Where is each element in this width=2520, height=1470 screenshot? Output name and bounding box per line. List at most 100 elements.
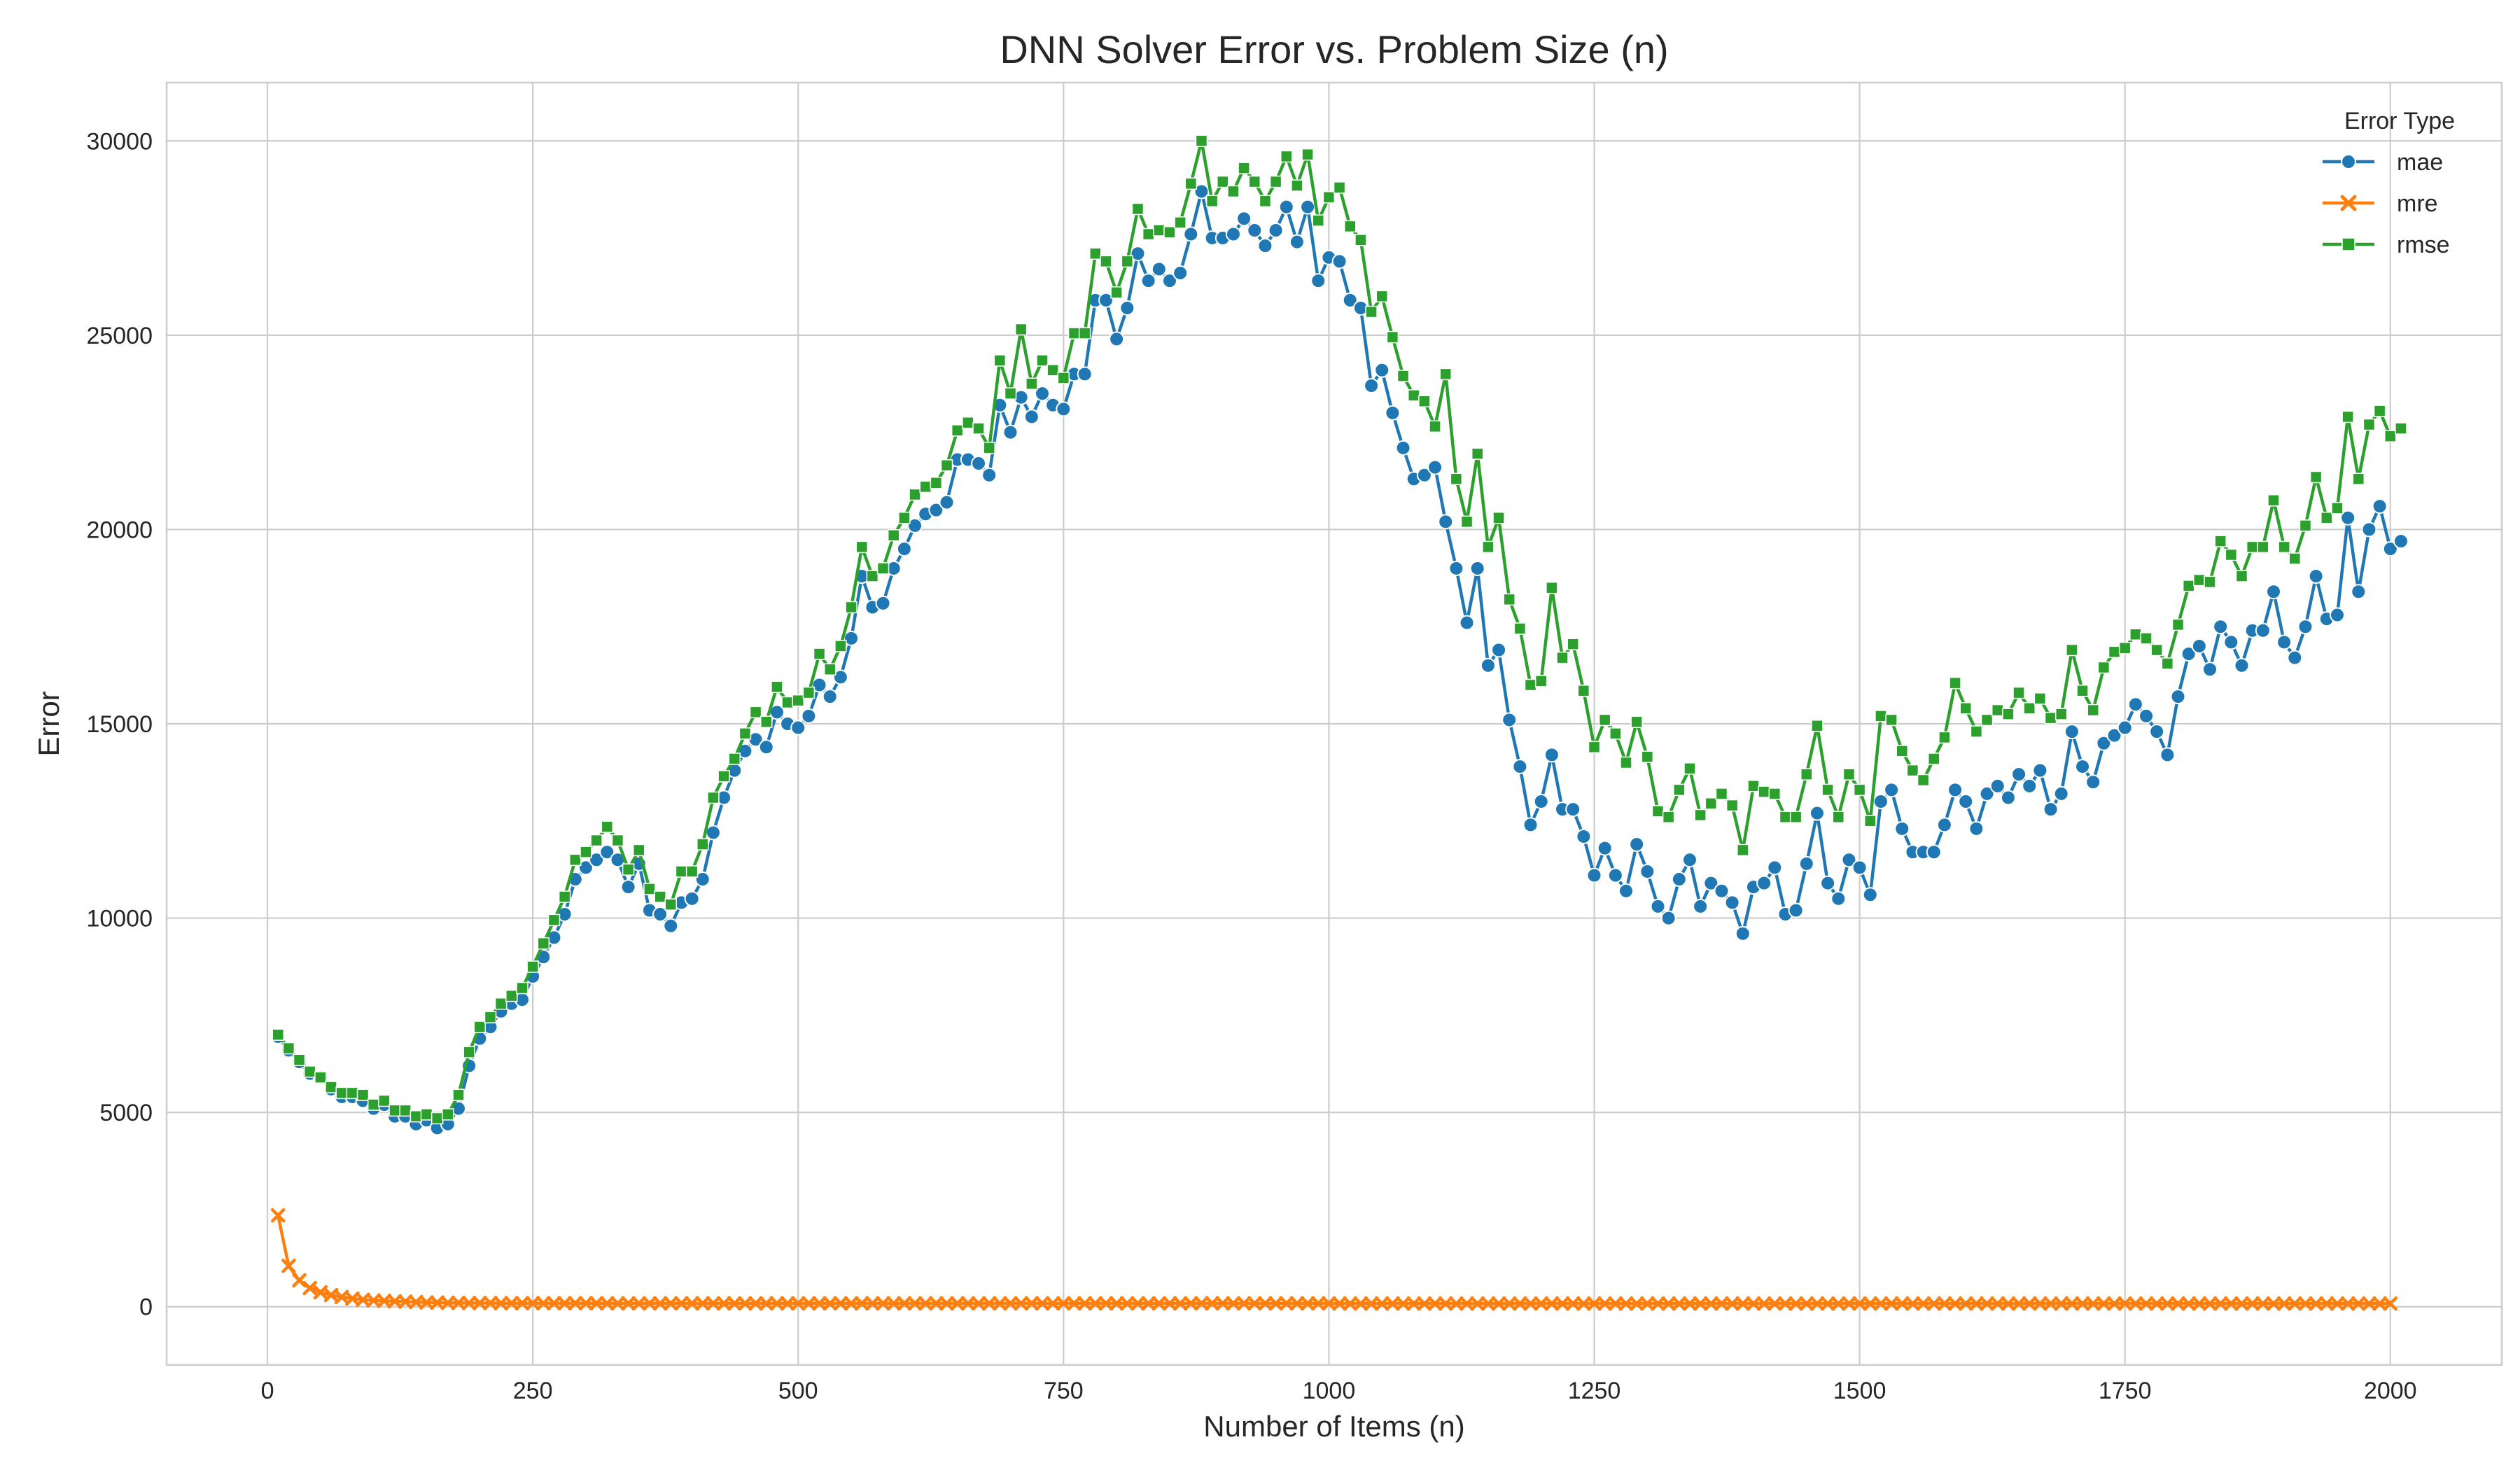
data-point-mre [939,1296,954,1311]
data-point-mre [281,1259,296,1273]
data-point-rmse [590,834,603,847]
data-point-rmse [951,424,964,437]
data-point-rmse [1184,177,1198,190]
data-point-mae [2085,774,2101,790]
data-point-rmse [2097,661,2110,674]
data-point-rmse [1768,788,1782,800]
data-point-mre [1768,1296,1782,1311]
data-point-mre [578,1296,594,1310]
data-point-mae [2022,778,2038,794]
data-point-mre [1969,1296,1984,1311]
data-point-mae [1502,712,1518,728]
data-point-mae [1098,292,1114,308]
data-point-mae [2255,622,2271,638]
data-point-mre [790,1296,806,1311]
data-point-rmse [1396,370,1410,382]
data-point-mae [907,517,923,533]
data-point-rmse [569,853,582,867]
data-point-rmse [484,1011,497,1023]
data-point-mre [2085,1296,2101,1311]
data-point-rmse [1853,783,1866,797]
data-point-rmse [1046,364,1059,377]
data-point-mae [1714,883,1730,899]
data-point-rmse [1301,148,1314,161]
data-point-mae [2202,662,2218,678]
data-point-mre [2234,1296,2249,1311]
data-point-mre [652,1296,668,1311]
data-point-mae [2297,619,2314,635]
data-point-rmse [1842,768,1856,780]
data-point-mre [759,1296,774,1311]
data-point-rmse [2033,692,2047,705]
data-point-mre [2064,1296,2080,1311]
data-point-rmse [356,1088,370,1101]
data-point-mre [536,1296,551,1310]
data-point-mre [1311,1296,1326,1311]
data-point-mre [1141,1296,1156,1311]
data-point-rmse [823,663,836,676]
data-point-rmse [463,1046,475,1058]
data-point-mre [621,1296,636,1311]
data-point-mre [1024,1296,1040,1311]
data-point-mre [1565,1296,1581,1311]
data-point-mae [2223,634,2239,650]
data-point-rmse [792,694,804,707]
data-point-mae [705,825,721,841]
data-point-mae [2064,724,2080,740]
data-point-mre [674,1296,689,1311]
data-point-rmse [654,890,666,903]
data-point-rmse [1875,710,1887,722]
data-point-mre [270,1208,286,1223]
data-point-mae [2075,759,2091,775]
data-point-mre [2011,1296,2026,1311]
data-point-mre [1725,1296,1740,1311]
data-point-rmse [1386,330,1399,344]
data-point-mae [1225,226,1241,242]
data-point-rmse [696,838,709,850]
data-point-mre [2372,1296,2387,1311]
data-point-mae [1862,887,1878,903]
data-point-mae [1035,386,1050,402]
data-point-mae [2213,619,2229,635]
data-point-rmse [2171,618,2185,631]
data-point-rmse [643,883,656,895]
data-point-mae [1491,642,1507,658]
x-tick-label: 0 [261,1378,274,1404]
data-point-rmse [1949,676,1961,690]
data-point-rmse [1779,811,1792,823]
data-point-rmse [335,1086,348,1100]
data-point-mae [2053,785,2069,802]
data-point-mre [1640,1296,1655,1311]
data-point-mre [1215,1296,1231,1311]
data-point-rmse [2118,641,2132,654]
data-point-mre [1109,1296,1124,1311]
data-point-mae [1385,405,1401,421]
data-point-mre [1152,1296,1167,1311]
data-point-mae [896,541,912,557]
data-point-mre [1300,1296,1315,1311]
data-point-mre [302,1280,317,1296]
data-point-rmse [346,1086,359,1100]
data-point-rmse [718,770,730,783]
data-point-mre [769,1296,785,1311]
data-point-mre [1162,1296,1177,1311]
y-tick-label: 0 [139,1294,153,1321]
data-point-mae [1798,855,1814,872]
data-point-mre [631,1296,647,1311]
data-point-mae [2234,657,2250,673]
data-point-rmse [1460,515,1474,528]
data-point-rmse [388,1104,401,1117]
data-point-mre [2266,1296,2281,1311]
data-point-mae [1979,785,1995,802]
data-point-mre [1417,1296,1432,1311]
data-point-rmse [1896,745,1909,757]
data-point-mre [2351,1296,2366,1311]
data-point-rmse [1429,420,1441,433]
data-point-mae [2096,735,2112,751]
data-point-rmse [526,960,539,973]
x-tick-label: 250 [513,1378,553,1404]
data-point-rmse [452,1088,465,1101]
data-point-mre [557,1296,572,1310]
data-point-rmse [272,1028,284,1041]
